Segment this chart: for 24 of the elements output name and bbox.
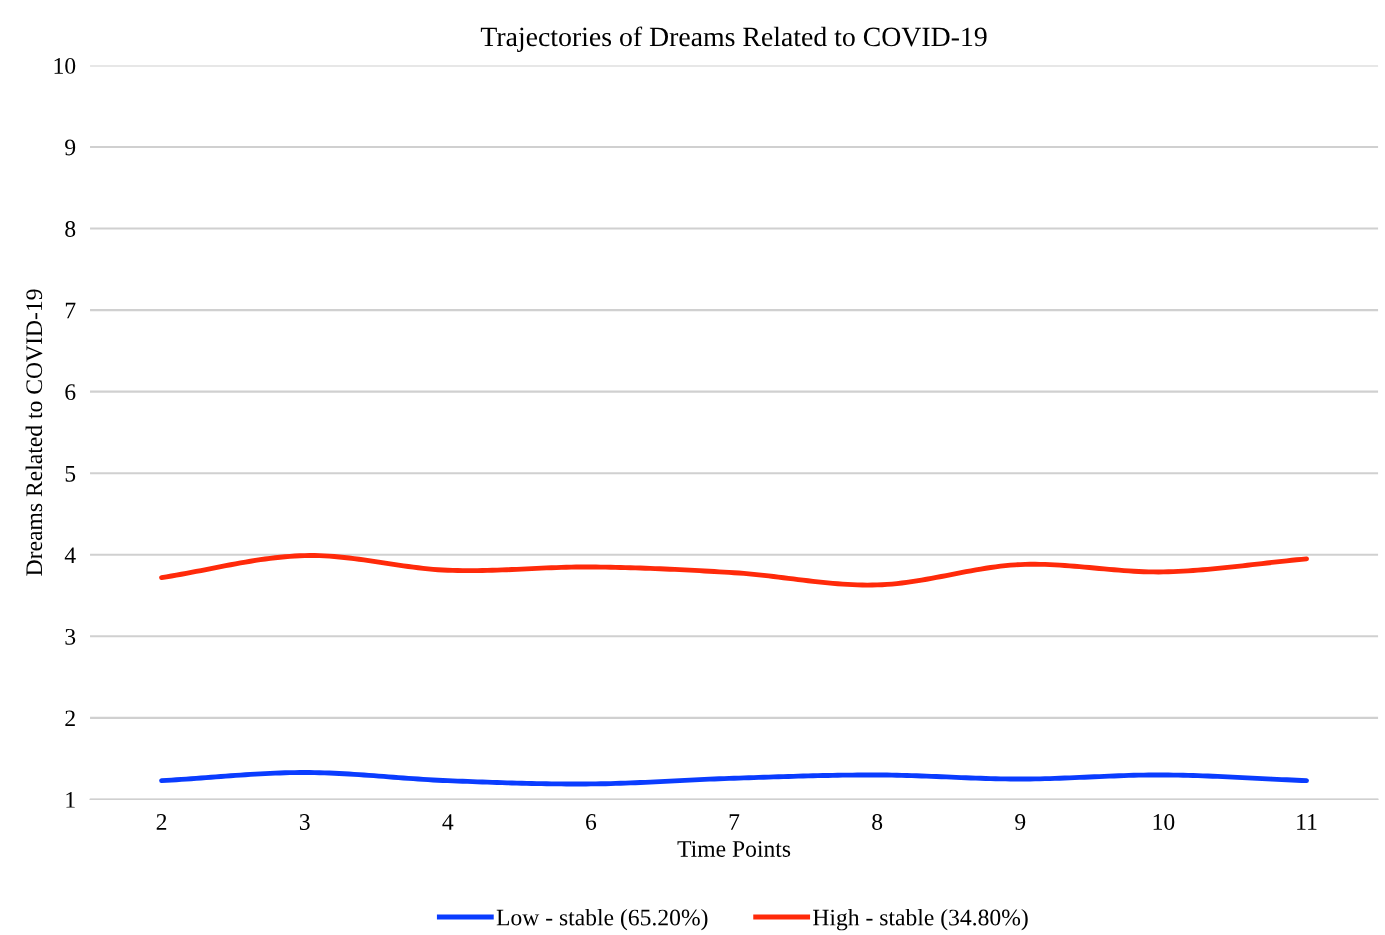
y-tick-label: 3 bbox=[65, 628, 76, 645]
y-tick-label: 2 bbox=[65, 710, 75, 727]
x-tick-label: 6 bbox=[586, 814, 597, 830]
y-tick-label: 6 bbox=[65, 384, 76, 401]
y-axis-title: Dreams Related to COVID-19 bbox=[25, 289, 43, 576]
y-tick-label: 4 bbox=[64, 547, 76, 563]
y-tick-label: 5 bbox=[65, 465, 76, 482]
x-tick-label: 11 bbox=[1297, 814, 1317, 830]
x-tick-label: 10 bbox=[1153, 814, 1175, 830]
x-tick-label: 7 bbox=[729, 814, 740, 830]
x-tick-label: 9 bbox=[1015, 814, 1026, 830]
y-tick-label: 8 bbox=[65, 221, 76, 237]
y-tick-label: 10 bbox=[54, 57, 76, 74]
y-tick-label: 9 bbox=[65, 139, 76, 156]
legend-label: Low - stable (65.20%) bbox=[496, 908, 708, 931]
x-tick-label: 2 bbox=[156, 814, 167, 830]
x-axis-title: Time Points bbox=[677, 841, 791, 857]
x-tick-label: 3 bbox=[299, 814, 310, 830]
y-tick-label: 1 bbox=[66, 792, 75, 808]
chart-title: Trajectories of Dreams Related to COVID-19 bbox=[480, 26, 987, 52]
y-tick-label: 7 bbox=[65, 302, 76, 319]
legend-label: High - stable (34.80%) bbox=[813, 908, 1028, 931]
x-tick-label: 4 bbox=[442, 814, 454, 830]
x-tick-label: 8 bbox=[872, 814, 883, 830]
